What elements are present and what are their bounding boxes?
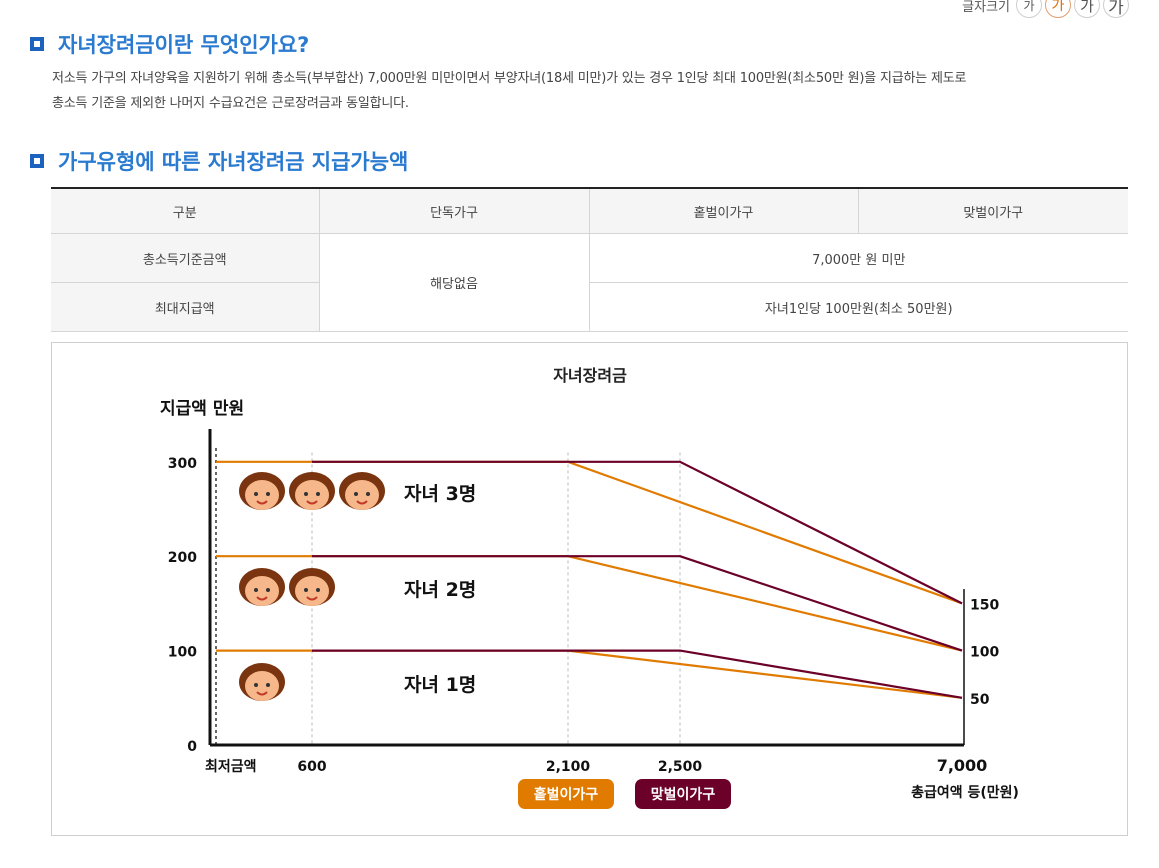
section-title-amounts: 가구유형에 따른 자녀장려금 지급가능액 — [30, 146, 408, 176]
child-eye — [254, 588, 258, 592]
child-eye — [266, 492, 270, 496]
child-eye — [304, 492, 308, 496]
chart-title: 자녀장려금 — [553, 366, 627, 385]
section-title-intro: 자녀장려금이란 무엇인가요? — [30, 29, 309, 59]
x-tick-label: 7,000 — [937, 756, 988, 775]
amount-table: 구분 단독가구 홑벌이가구 맞벌이가구 총소득기준금액 해당없음 7,000만 … — [51, 187, 1128, 332]
group-label: 자녀 1명 — [404, 674, 476, 696]
child-eye — [266, 588, 270, 592]
intro-description: 저소득 가구의 자녀양육을 지원하기 위해 총소득(부부합산) 7,000만원 … — [52, 66, 1132, 116]
child-eye — [254, 492, 258, 496]
table-header-cell: 홑벌이가구 — [588, 187, 858, 234]
font-size-label: 글자크기 — [962, 0, 1010, 15]
legend-label: 맞벌이가구 — [651, 786, 716, 803]
series-line-dual — [312, 460, 963, 605]
table-header-row: 구분 단독가구 홑벌이가구 맞벌이가구 — [51, 187, 1128, 234]
child-mouth — [356, 500, 368, 505]
font-size-medium-button[interactable]: 가 — [1045, 0, 1071, 18]
x-tick-label: 2,100 — [546, 759, 591, 775]
child-mouth — [306, 500, 318, 505]
x-tick-label: 600 — [297, 759, 326, 775]
table-cell: 7,000만 원 미만 — [588, 233, 1128, 283]
description-line: 총소득 기준을 제외한 나머지 수급요건은 근로장려금과 동일합니다. — [52, 96, 409, 111]
child-face-skin — [245, 671, 279, 701]
end-value-label: 150 — [970, 597, 999, 613]
child-eye — [316, 492, 320, 496]
table-row-label: 총소득기준금액 — [51, 233, 319, 283]
x-axis-label: 총급여액 등(만원) — [911, 784, 1019, 801]
child-eye — [354, 492, 358, 496]
section-title-text: 가구유형에 따른 자녀장려금 지급가능액 — [58, 150, 409, 174]
child-eye — [266, 683, 270, 687]
child-eye — [316, 588, 320, 592]
series-line-dual — [312, 649, 963, 699]
child-eye — [304, 588, 308, 592]
square-bullet-icon — [30, 154, 44, 168]
legend-label: 홑벌이가구 — [534, 786, 599, 803]
series-line-single — [216, 649, 963, 699]
y-axis-label: 지급액 만원 — [160, 399, 244, 419]
child-mouth — [256, 691, 268, 696]
font-size-large-button[interactable]: 가 — [1074, 0, 1100, 18]
table-cell: 해당없음 — [318, 233, 589, 332]
square-bullet-icon — [30, 37, 44, 51]
child-face-skin — [245, 576, 279, 606]
legend-badge — [518, 779, 614, 809]
table-row: 총소득기준금액 해당없음 7,000만 원 미만 — [51, 233, 1128, 332]
child-face-skin — [245, 480, 279, 510]
group-label: 자녀 3명 — [404, 483, 476, 505]
y-tick-label: 0 — [187, 739, 197, 755]
child-mouth — [306, 596, 318, 601]
child-eye — [254, 683, 258, 687]
child-face-skin — [295, 480, 329, 510]
table-row: 최대지급액 자녀1인당 100만원(최소 50만원) — [51, 282, 1128, 332]
group-label: 자녀 2명 — [404, 579, 476, 601]
table-header-cell: 단독가구 — [318, 187, 589, 234]
table-header-cell: 구분 — [51, 187, 319, 234]
table-header-cell: 맞벌이가구 — [857, 187, 1128, 234]
y-tick-label: 300 — [168, 456, 197, 472]
table-row-label: 최대지급액 — [51, 282, 319, 332]
series-line-single — [216, 555, 963, 652]
x-tick-label: 2,500 — [658, 759, 703, 775]
child-mouth — [256, 596, 268, 601]
x-tick-label: 최저금액 — [205, 758, 257, 775]
font-size-small-button[interactable]: 가 — [1016, 0, 1042, 18]
child-face-skin — [295, 576, 329, 606]
font-size-xlarge-button[interactable]: 가 — [1103, 0, 1129, 18]
end-value-label: 100 — [970, 645, 999, 661]
description-line: 저소득 가구의 자녀양육을 지원하기 위해 총소득(부부합산) 7,000만원 … — [52, 71, 967, 86]
series-line-dual — [312, 555, 963, 652]
child-eye — [366, 492, 370, 496]
y-tick-label: 100 — [168, 645, 197, 661]
table-cell: 자녀1인당 100만원(최소 50만원) — [588, 282, 1128, 332]
font-size-control: 글자크기 가 가 가 가 — [962, 0, 1129, 18]
child-mouth — [256, 500, 268, 505]
y-tick-label: 200 — [168, 550, 197, 566]
legend-badge — [635, 779, 731, 809]
child-face-skin — [345, 480, 379, 510]
end-value-label: 50 — [970, 692, 990, 708]
section-title-text: 자녀장려금이란 무엇인가요? — [58, 33, 310, 57]
